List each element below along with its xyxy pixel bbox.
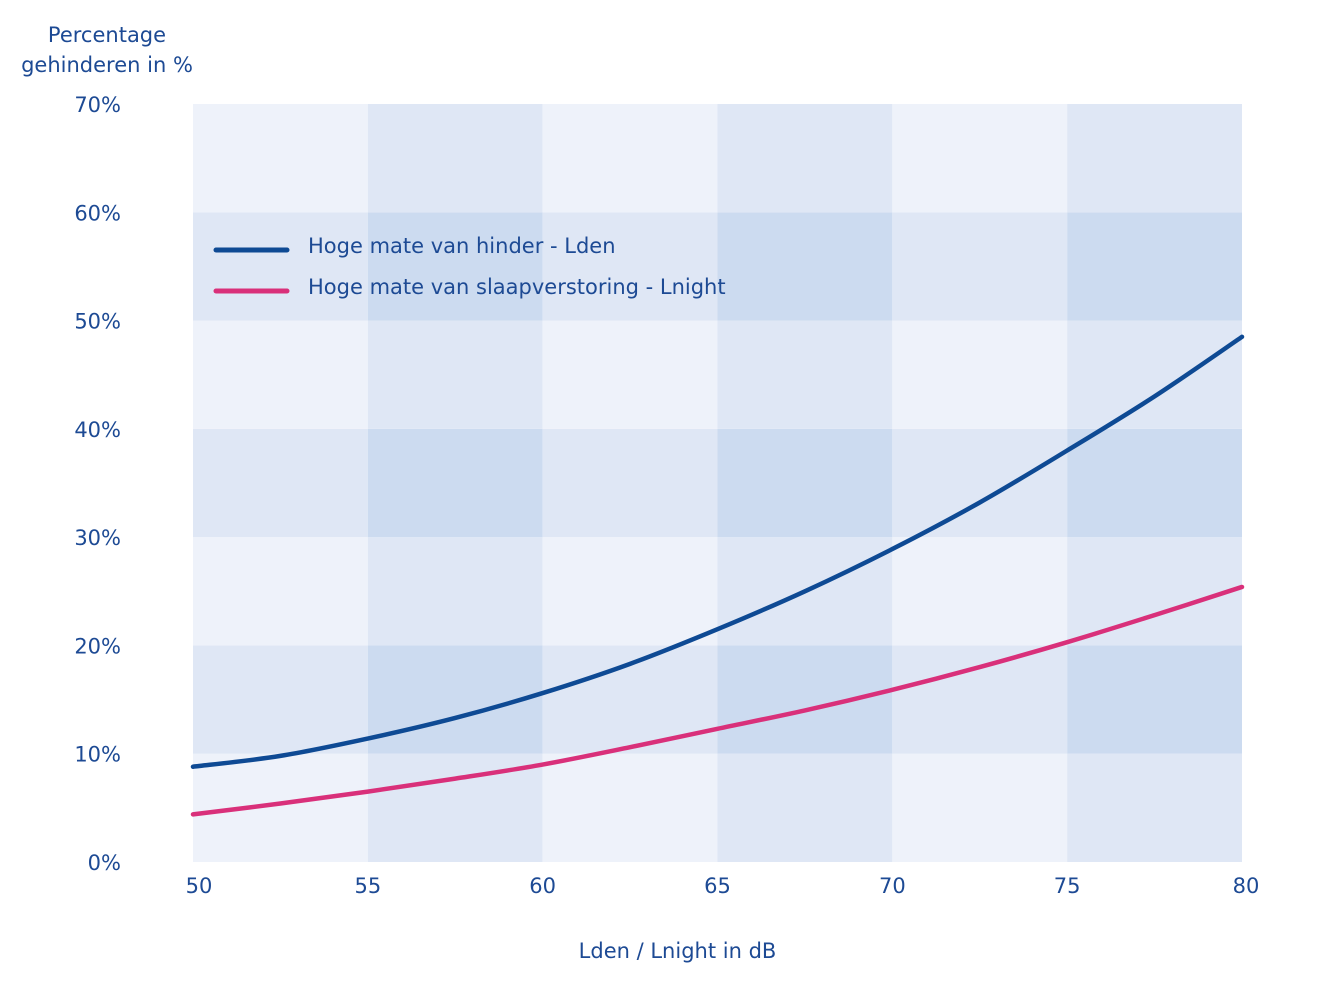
y-axis-title-line-1: Percentage	[48, 23, 166, 47]
y-tick-label: 40%	[74, 418, 121, 442]
band-cell	[717, 104, 893, 213]
band-cell	[193, 537, 368, 646]
band-cell	[1067, 212, 1242, 321]
band-cell	[542, 104, 718, 213]
y-axis-ticks: 0% 10% 20% 30% 40% 50% 60% 70%	[74, 93, 121, 875]
y-axis-title-line-2: gehinderen in %	[21, 53, 193, 77]
x-tick-label: 80	[1233, 874, 1260, 898]
band-cell	[193, 104, 368, 213]
band-cell	[193, 212, 368, 321]
band-cell	[1067, 428, 1242, 538]
series-line-lden	[190, 334, 1245, 769]
band-cell	[367, 537, 543, 646]
x-axis-title: Lden / Lnight in dB	[579, 939, 777, 963]
band-cell	[892, 104, 1068, 213]
y-tick-label: 70%	[74, 93, 121, 117]
band-cell	[542, 537, 718, 646]
x-tick-label: 65	[704, 874, 731, 898]
band-cell	[1067, 104, 1242, 213]
y-tick-label: 20%	[74, 634, 121, 658]
x-axis-ticks: 50 55 60 65 70 75 80	[186, 874, 1260, 898]
x-tick-label: 55	[354, 874, 381, 898]
band-cell	[892, 212, 1068, 321]
legend-label-lnight: Hoge mate van slaapverstoring - Lnight	[308, 275, 726, 299]
band-cell	[892, 645, 1068, 754]
band-cell	[717, 212, 893, 321]
band-cell	[193, 645, 368, 754]
band-cell	[367, 428, 543, 538]
series-lines	[190, 334, 1245, 817]
band-cell	[892, 537, 1068, 646]
band-cell	[367, 212, 543, 321]
band-cell	[1067, 645, 1242, 754]
band-cell	[1067, 537, 1242, 646]
band-cell	[892, 320, 1068, 429]
band-cell	[542, 428, 718, 538]
x-tick-label: 50	[186, 874, 213, 898]
band-cell	[717, 645, 893, 754]
band-cell	[542, 320, 718, 429]
band-cell	[367, 320, 543, 429]
band-cell	[717, 753, 893, 862]
y-tick-label: 10%	[74, 743, 121, 767]
band-cell	[542, 212, 718, 321]
legend: Hoge mate van hinder - Lden Hoge mate va…	[213, 234, 726, 299]
x-tick-label: 75	[1054, 874, 1081, 898]
band-cell	[542, 753, 718, 862]
band-cell	[1067, 753, 1242, 862]
series-line-lnight	[190, 584, 1245, 817]
legend-label-lden: Hoge mate van hinder - Lden	[308, 234, 616, 258]
band-cell	[367, 104, 543, 213]
band-cell	[193, 428, 368, 538]
band-cell	[717, 428, 893, 538]
band-cell	[892, 428, 1068, 538]
y-tick-label: 0%	[88, 851, 121, 875]
band-cell	[717, 320, 893, 429]
y-axis-title: Percentage gehinderen in %	[21, 23, 193, 77]
band-cell	[1067, 320, 1242, 429]
y-tick-label: 60%	[74, 201, 121, 225]
y-tick-label: 30%	[74, 526, 121, 550]
band-cell	[193, 753, 368, 862]
x-tick-label: 70	[879, 874, 906, 898]
y-tick-label: 50%	[74, 310, 121, 334]
x-tick-label: 60	[529, 874, 556, 898]
band-cell	[193, 320, 368, 429]
band-cell	[892, 753, 1068, 862]
background-bands	[193, 104, 1242, 862]
